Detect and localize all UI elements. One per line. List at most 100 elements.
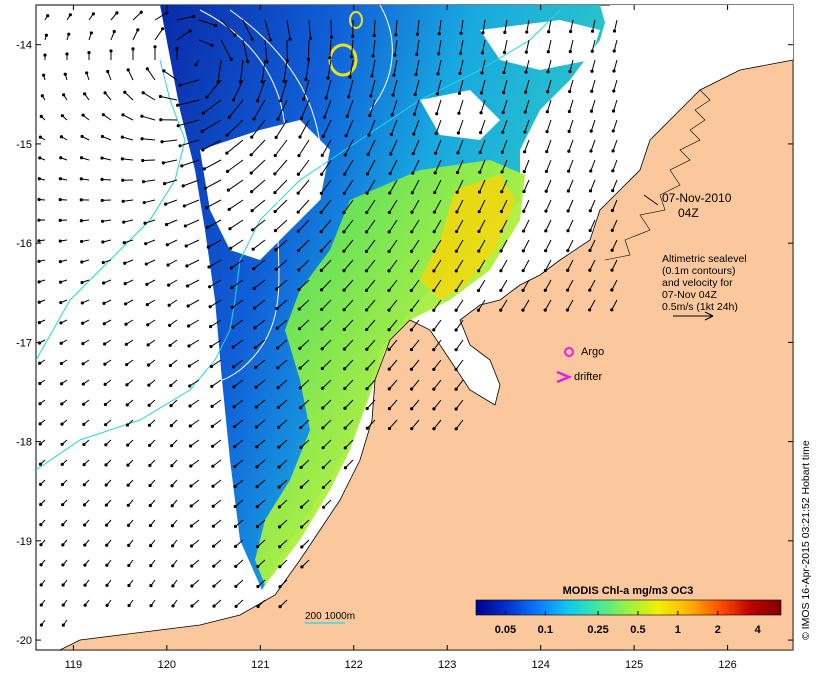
velocity-vector (164, 219, 178, 227)
velocity-vector (387, 399, 398, 411)
velocity-vector (168, 359, 178, 368)
velocity-vector (478, 139, 486, 155)
velocity-vector (81, 379, 90, 386)
velocity-vector (480, 59, 486, 75)
velocity-vector (201, 99, 222, 115)
velocity-vector (211, 499, 222, 508)
velocity-vector (83, 559, 90, 567)
velocity-vector (432, 219, 442, 234)
velocity-vector (202, 159, 222, 171)
velocity-vector (296, 219, 310, 233)
velocity-vector (387, 259, 398, 273)
velocity-vector (342, 199, 354, 215)
velocity-vector (39, 619, 46, 627)
velocity-vector (61, 599, 68, 607)
velocity-vector (321, 439, 332, 450)
velocity-vector (182, 199, 200, 208)
velocity-vector (365, 319, 376, 332)
velocity-vector (37, 279, 46, 284)
velocity-vector (109, 49, 113, 60)
velocity-vector (38, 439, 46, 446)
colorbar-title: MODIS Chl-a mg/m3 OC3 (563, 585, 694, 597)
velocity-vector (348, 59, 354, 79)
velocity-vector (322, 99, 332, 119)
velocity-vector (410, 199, 420, 214)
isobath-200m (36, 9, 561, 471)
velocity-vector (229, 239, 244, 250)
velocity-vector (187, 339, 200, 348)
velocity-vector (204, 199, 222, 210)
velocity-vector (588, 299, 596, 312)
velocity-vector (210, 419, 222, 428)
velocity-vector (521, 259, 530, 273)
velocity-vector (167, 299, 178, 307)
velocity-vector (125, 379, 134, 387)
velocity-vector (127, 539, 134, 547)
velocity-vector (276, 99, 288, 121)
velocity-vector (106, 69, 112, 81)
velocity-vector (141, 158, 156, 163)
velocity-vector (321, 119, 332, 138)
velocity-vector (104, 439, 112, 447)
velocity-vector (296, 239, 310, 253)
velocity-vector (321, 479, 332, 490)
velocity-vector (365, 399, 376, 411)
velocity-vector (120, 157, 134, 161)
velocity-vector (273, 219, 288, 233)
velocity-vector (249, 159, 266, 175)
velocity-vector (499, 199, 508, 214)
velocity-vector (367, 119, 376, 137)
velocity-vector (38, 459, 46, 466)
velocity-vector (105, 599, 112, 607)
velocity-vector (544, 179, 552, 193)
velocity-vector (125, 359, 134, 367)
velocity-vector (225, 119, 244, 137)
velocity-vector (103, 399, 112, 407)
velocity-vector (131, 47, 135, 60)
velocity-vector (144, 239, 156, 246)
velocity-vector (300, 519, 310, 529)
velocity-vector (524, 59, 530, 74)
velocity-vector (479, 79, 486, 95)
velocity-vector (522, 159, 530, 174)
velocity-vector (320, 339, 332, 351)
y-tick-label: -16 (16, 238, 32, 250)
velocity-vector (212, 579, 222, 588)
velocity-vector (588, 179, 596, 193)
velocity-vector (365, 179, 376, 195)
velocity-vector (149, 539, 156, 548)
velocity-vector (276, 399, 288, 410)
velocity-vector (169, 419, 178, 428)
no-data-region (540, 5, 793, 110)
velocity-scale-arrow (673, 311, 714, 321)
velocity-vector (212, 559, 222, 568)
velocity-vector (148, 439, 156, 447)
velocity-vector (255, 519, 266, 529)
velocity-vector (342, 219, 354, 234)
velocity-vector (521, 299, 530, 312)
velocity-vector (568, 19, 574, 34)
velocity-vector (521, 279, 530, 292)
velocity-vector (568, 39, 574, 54)
velocity-vector (566, 259, 574, 272)
velocity-vector (343, 379, 354, 391)
velocity-vector (252, 259, 266, 271)
velocity-vector (171, 599, 178, 608)
velocity-vector (456, 139, 464, 155)
velocity-vector (141, 179, 156, 184)
velocity-vector (81, 399, 90, 406)
velocity-vector (297, 139, 310, 158)
velocity-vector (58, 218, 68, 222)
velocity-vector (231, 359, 244, 369)
velocity-vector (459, 19, 464, 35)
velocity-vector (189, 459, 200, 468)
velocity-vector (501, 79, 508, 95)
velocity-vector (566, 179, 574, 193)
velocity-vector (567, 119, 574, 133)
velocity-vector (127, 579, 134, 588)
velocity-vector (105, 579, 112, 587)
velocity-vector (207, 259, 222, 269)
velocity-vector (321, 419, 332, 430)
velocity-vector (250, 119, 266, 139)
velocity-vector (254, 399, 266, 409)
